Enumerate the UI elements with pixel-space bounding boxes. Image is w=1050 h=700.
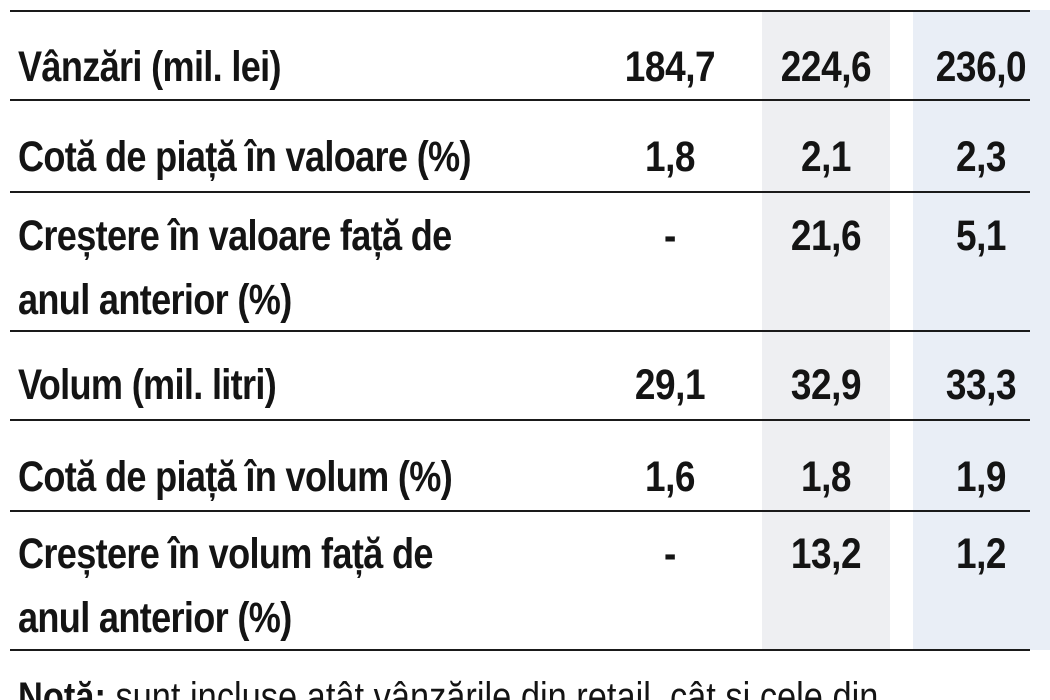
row-value-1: 184,7 [624,43,716,91]
row-value-3: 33,3 [945,361,1017,409]
row-value-3: 1,2 [955,530,1007,578]
row-value-3: 236,0 [935,43,1027,91]
table-top-rule [10,10,1030,12]
row-value-2: 13,2 [790,530,862,578]
row-value-2: 32,9 [790,361,862,409]
row-value-2: 224,6 [780,43,872,91]
row-label: Cotă de piață în volum (%) [18,453,453,501]
row-value-2: 1,8 [800,453,852,501]
row-value-2: 2,1 [800,133,852,181]
row-value-2: 21,6 [790,212,862,260]
table-footnote: Notă: sunt incluse atât vânzările din re… [18,672,878,700]
row-label: Vânzări (mil. lei) [18,43,282,91]
row-label: Creștere în volum față de anul anterior … [18,530,433,642]
row-label: Cotă de piață în valoare (%) [18,133,472,181]
row-value-1: - [664,530,676,578]
row-value-1: 1,8 [644,133,696,181]
row-value-1: 1,6 [644,453,696,501]
row-value-1: 29,1 [634,361,706,409]
row-value-3: 1,9 [955,453,1007,501]
row-divider [10,330,1030,332]
footnote-label: Notă: [18,675,106,700]
table-bottom-rule [10,649,1030,651]
row-value-3: 5,1 [955,212,1007,260]
row-label: Creștere în valoare față de anul anterio… [18,212,452,324]
row-divider [10,99,1030,101]
row-value-3: 2,3 [955,133,1007,181]
footnote-text: sunt incluse atât vânzările din retail, … [105,675,879,700]
row-divider [10,191,1030,193]
row-label: Volum (mil. litri) [18,361,277,409]
row-value-1: - [664,212,676,260]
row-divider [10,419,1030,421]
row-divider [10,510,1030,512]
